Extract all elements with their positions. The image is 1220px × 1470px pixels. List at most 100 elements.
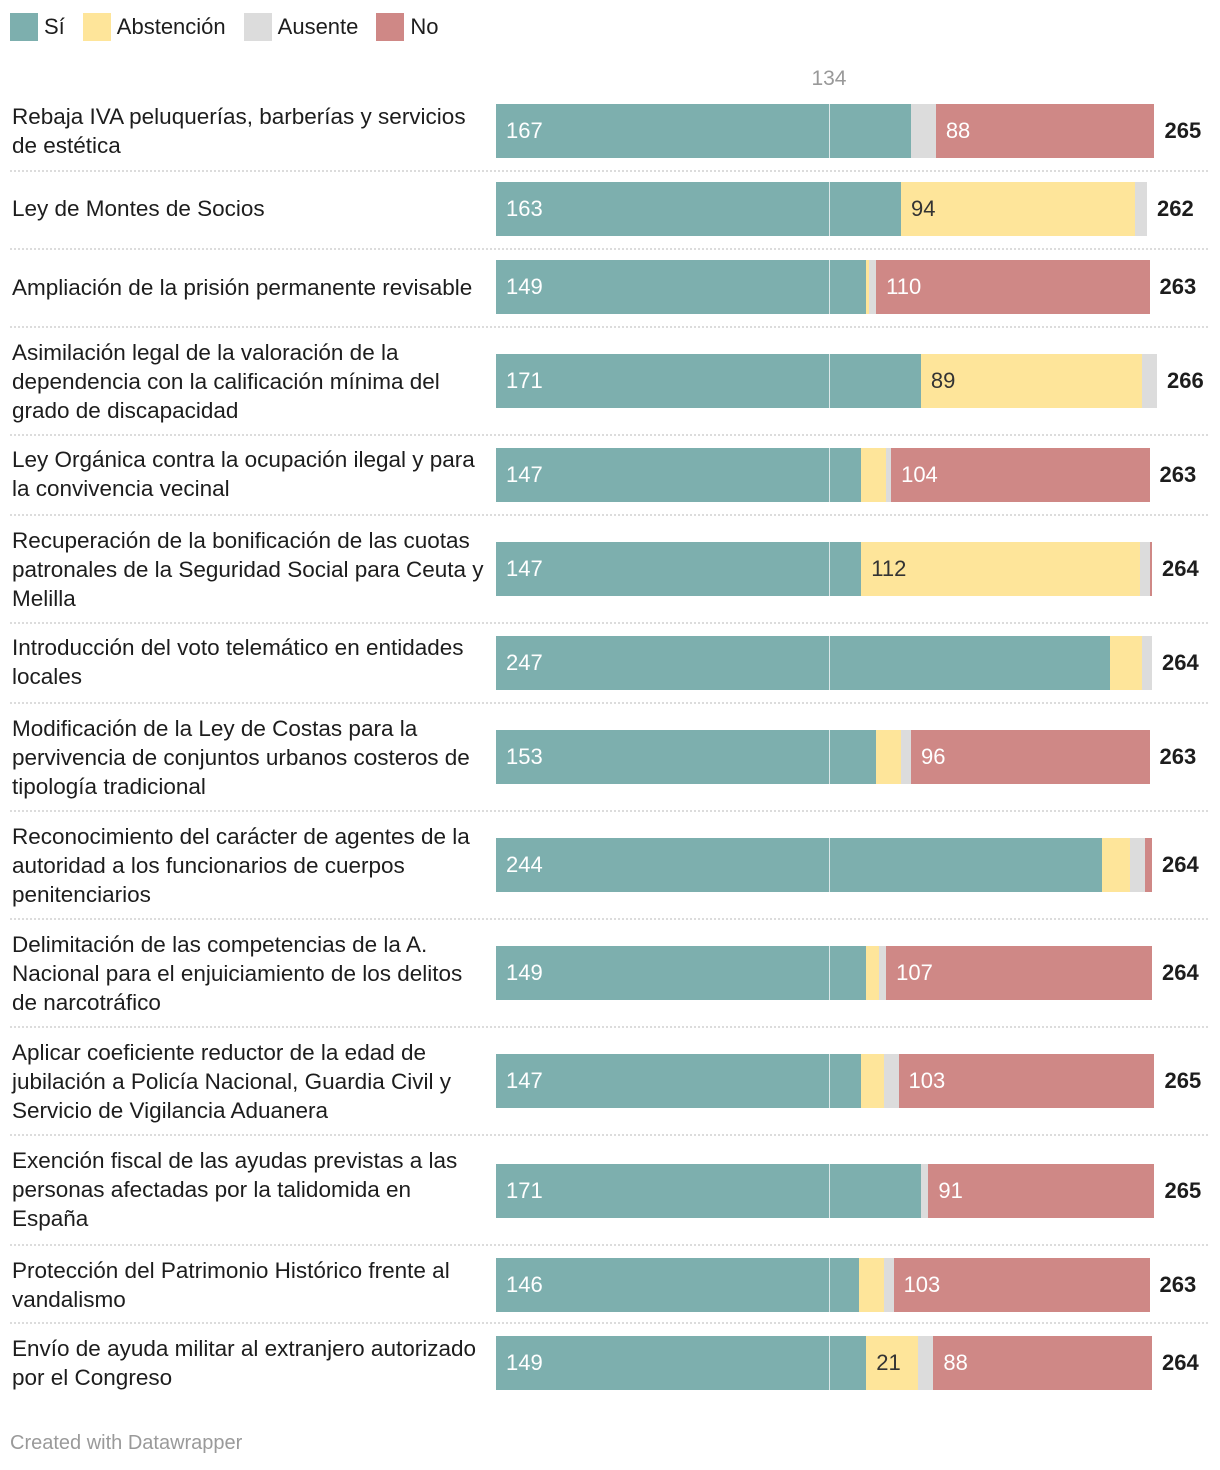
row-separator <box>10 622 1208 624</box>
row-label-text: Recuperación de la bonificación de las c… <box>12 527 484 611</box>
row-total: 263 <box>1159 1272 1197 1297</box>
row-label: Introducción del voto telemático en enti… <box>12 630 490 694</box>
bar-segment-no <box>1149 542 1152 596</box>
reference-line <box>828 636 830 690</box>
row-label-text: Aplicar coeficiente reductor de la edad … <box>12 1039 451 1123</box>
reference-line <box>828 1258 830 1312</box>
bar-value-label-si: 147 <box>506 1068 543 1093</box>
row-label-text: Ley Orgánica contra la ocupación ilegal … <box>12 447 475 501</box>
bar-segment-abstencion <box>866 1336 919 1390</box>
reference-line <box>828 182 830 236</box>
footer-credit: Created with Datawrapper <box>10 1432 243 1454</box>
row-separator <box>10 918 1208 920</box>
bar-value-label-si: 167 <box>506 118 543 143</box>
bar-value-label-si: 171 <box>506 368 543 393</box>
reference-line <box>828 354 830 408</box>
bar-value-label-si: 149 <box>506 274 543 299</box>
bar-segment-abstencion <box>1109 636 1143 690</box>
bar-segment-si <box>496 104 911 158</box>
bar-segment-abstencion <box>861 542 1140 596</box>
bar-segment-si <box>496 1336 867 1390</box>
row-label: Ampliación de la prisión permanente revi… <box>12 256 490 318</box>
bar-segment-ausente <box>1134 182 1148 236</box>
row-total: 264 <box>1162 556 1199 581</box>
row-separator <box>10 434 1208 436</box>
bar-segment-ausente <box>901 730 911 784</box>
bar-segment-si <box>496 448 862 502</box>
bar-segment-no <box>876 260 1150 314</box>
bar-segment-no <box>891 448 1150 502</box>
row-label: Rebaja IVA peluquerías, barberías y serv… <box>12 102 490 160</box>
row-total: 265 <box>1164 1068 1202 1093</box>
row-label-text: Protección del Patrimonio Histórico fren… <box>12 1258 450 1312</box>
bar-segment-no <box>935 104 1155 158</box>
row-label-text: Envío de ayuda militar al extranjero aut… <box>12 1336 477 1390</box>
bar-segment-ausente <box>1142 636 1152 690</box>
bar-value-label-si: 163 <box>506 196 543 221</box>
bar-value-label-no: 91 <box>938 1178 963 1203</box>
bar-segment-no <box>1144 838 1152 892</box>
row-label: Recuperación de la bonificación de las c… <box>12 522 490 616</box>
bar-segment-ausente <box>920 1164 929 1218</box>
row-label: Protección del Patrimonio Histórico fren… <box>12 1252 490 1318</box>
bar-segment-si <box>496 838 1103 892</box>
legend-swatch-ausente <box>243 13 272 41</box>
bar-segment-ausente <box>1129 838 1145 892</box>
row-total: 264 <box>1162 1350 1199 1375</box>
reference-line <box>828 260 830 314</box>
bar-segment-abstencion <box>901 182 1135 236</box>
row-label-text: Reconocimiento del carácter de agentes d… <box>12 823 470 907</box>
bar-segment-abstencion <box>861 448 887 502</box>
row-label: Reconocimiento del carácter de agentes d… <box>12 818 490 912</box>
bar-segment-ausente <box>883 1258 894 1312</box>
bar-value-label-si: 153 <box>506 744 543 769</box>
bar-segment-ausente <box>910 104 936 158</box>
bar-segment-si <box>496 1054 862 1108</box>
legend-swatch-abstencion <box>82 13 111 41</box>
bar-segment-si <box>496 1164 921 1218</box>
row-label-text: Exención fiscal de las ayudas previstas … <box>12 1147 458 1231</box>
row-label: Asimilación legal de la valoración de la… <box>12 334 490 428</box>
bar-value-label-si: 171 <box>506 1178 543 1203</box>
row-label: Ley de Montes de Socios <box>12 178 490 238</box>
row-label: Modificación de la Ley de Costas para la… <box>12 710 490 804</box>
row-total: 265 <box>1164 1178 1202 1203</box>
bar-value-label-no: 103 <box>908 1068 946 1093</box>
row-total: 264 <box>1162 852 1199 877</box>
row-separator <box>10 702 1208 704</box>
bar-segment-ausente <box>1142 354 1157 408</box>
row-label-text: Ley de Montes de Socios <box>12 195 265 221</box>
bar-value-label-no: 104 <box>901 462 938 487</box>
reference-line <box>828 1054 830 1108</box>
bar-segment-si <box>496 730 877 784</box>
bar-segment-ausente <box>886 448 892 502</box>
bar-segment-abstencion <box>920 354 1143 408</box>
row-total: 264 <box>1162 960 1199 985</box>
bar-segment-si <box>496 542 862 596</box>
bar-segment-ausente <box>918 1336 934 1390</box>
row-separator <box>10 1026 1208 1028</box>
reference-line <box>828 838 830 892</box>
bar-value-label-si: 146 <box>506 1272 543 1297</box>
legend-label-no: No <box>410 14 439 39</box>
bar-value-label-si: 149 <box>506 960 543 985</box>
reference-line <box>828 448 830 502</box>
legend: Sí Abstención Ausente No <box>10 12 457 42</box>
row-label: Delimitación de las competencias de la A… <box>12 926 490 1020</box>
row-total: 263 <box>1159 462 1197 487</box>
row-separator <box>10 810 1208 812</box>
row-separator <box>10 248 1208 250</box>
row-label-text: Delimitación de las competencias de la A… <box>12 931 463 1015</box>
bar-value-label-no: 96 <box>920 744 946 769</box>
bar-segment-abstencion <box>876 730 902 784</box>
reference-line <box>828 104 830 158</box>
bar-segment-abstencion <box>861 1054 884 1108</box>
legend-label-si: Sí <box>44 14 65 39</box>
row-label: Envío de ayuda militar al extranjero aut… <box>12 1330 490 1396</box>
bar-value-label-abstencion: 94 <box>911 196 936 221</box>
bar-value-label-abstencion: 21 <box>876 1350 901 1375</box>
bar-segment-no <box>928 1164 1155 1218</box>
row-total: 263 <box>1159 274 1197 299</box>
bar-segment-si <box>496 354 921 408</box>
